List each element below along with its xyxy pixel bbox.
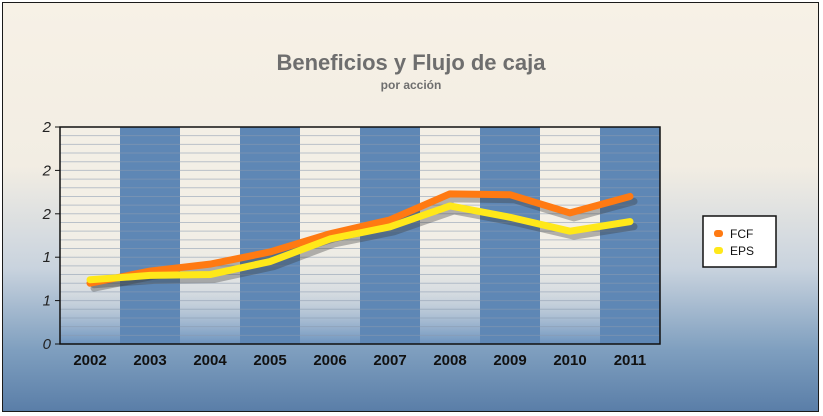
y-axis-ticks: 0 1 1 2 2 2	[42, 119, 60, 353]
legend: FCF EPS	[702, 215, 777, 268]
series-line-fcf	[86, 190, 634, 287]
axes	[59, 126, 661, 345]
plot-stripe	[600, 127, 660, 344]
legend-box	[702, 215, 777, 268]
plot-stripe	[240, 127, 300, 344]
series-line-eps	[86, 202, 634, 284]
plot-stripe	[120, 127, 180, 344]
plot-border	[59, 126, 661, 345]
plot-stripe-fade	[540, 224, 600, 344]
y-tick-label: 2	[42, 206, 52, 223]
legend-label-eps: EPS	[730, 244, 754, 258]
x-tick-label: 2003	[133, 352, 166, 369]
x-tick-label: 2005	[253, 352, 286, 369]
y-tick-label: 2	[42, 162, 52, 179]
plot-stripe-fade	[420, 224, 480, 344]
y-tick-label: 0	[43, 336, 52, 353]
plot-stripe	[360, 127, 420, 344]
x-tick-label: 2008	[433, 352, 466, 369]
x-tick-label: 2010	[553, 352, 586, 369]
gridlines	[60, 135, 660, 336]
chart-subtitle: por acción	[381, 78, 442, 92]
x-tick-label: 2009	[493, 352, 526, 369]
plot-background	[60, 127, 660, 344]
series-shadow-eps	[90, 207, 638, 289]
x-axis-ticks: 2002 2003 2004 2005 2006 2007 2008 2009 2010 2011	[73, 352, 646, 369]
series-lines	[86, 190, 634, 287]
y-tick-label: 2	[42, 119, 52, 136]
legend-label-fcf: FCF	[730, 227, 753, 241]
y-tick-label: 1	[43, 249, 51, 266]
x-tick-label: 2006	[313, 352, 346, 369]
legend-swatch-eps	[714, 247, 723, 254]
y-tick-label: 1	[43, 293, 51, 310]
plot-stripe-fade	[180, 224, 240, 344]
x-tick-label: 2007	[373, 352, 406, 369]
x-tick-label: 2002	[73, 352, 106, 369]
chart-title: Beneficios y Flujo de caja	[277, 50, 547, 75]
x-tick-label: 2004	[193, 352, 227, 369]
x-tick-label: 2011	[614, 352, 647, 369]
legend-swatch-fcf	[714, 230, 723, 237]
plot-stripe	[480, 127, 540, 344]
